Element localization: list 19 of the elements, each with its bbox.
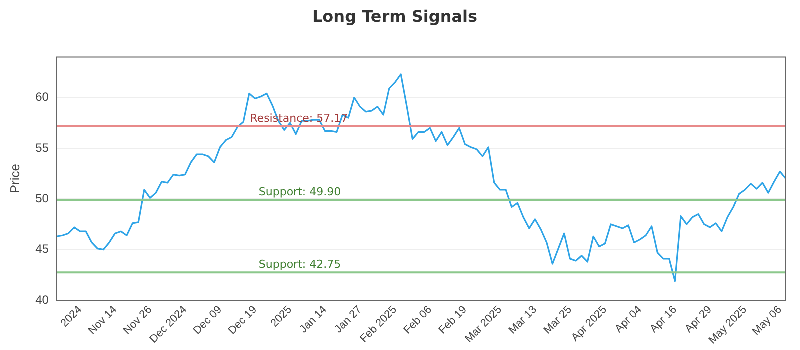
y-tick-label: 50 [36,191,50,206]
x-tick-label: Dec 09 [191,304,225,338]
x-tick-label: Jan 14 [298,304,330,336]
x-tick-label: Apr 16 [648,304,680,336]
y-tick-label: 60 [36,90,50,104]
x-tick-label: Mar 13 [506,304,540,337]
x-tick-label: May 06 [750,304,784,338]
y-axis-title: Price [7,164,22,194]
x-tick-label: Apr 04 [613,304,644,336]
x-tick-label: Feb 06 [402,304,434,337]
y-tick-label: 45 [36,242,50,256]
x-tick-label: Dec 19 [226,304,260,338]
chart-title: Long Term Signals [312,6,478,26]
x-tick-label: Nov 14 [86,304,120,338]
ref-line-label: Support: 42.75 [258,258,342,271]
y-tick-label: 40 [36,292,50,307]
y-tick-label: 55 [36,140,50,155]
ref-line-label: Support: 49.90 [258,186,342,199]
x-tick-label: Feb 19 [436,304,470,337]
